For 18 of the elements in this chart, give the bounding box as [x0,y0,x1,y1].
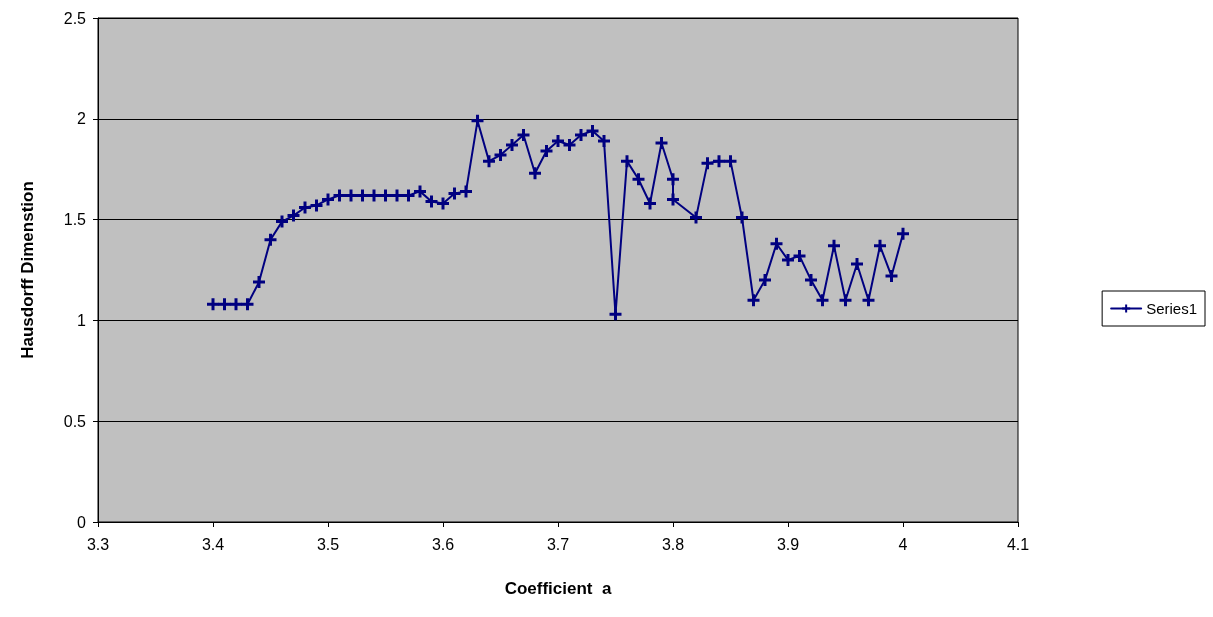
y-tick-label: 0.5 [63,412,87,430]
x-tick-label: 3.6 [431,535,455,553]
y-tick-label: 2.5 [63,9,87,27]
y-axis-title: Hausdorff Dimenstion [18,181,37,359]
x-tick-label: 3.3 [86,535,110,553]
y-tick-label: 1.5 [63,211,87,229]
y-tick-label: 1 [77,311,87,329]
legend-label: Series1 [1146,300,1197,317]
y-tick-label: 2 [77,110,87,128]
y-tick-label: 0 [77,513,87,531]
x-tick-label: 3.9 [776,535,800,553]
x-tick-label: 3.4 [201,535,225,553]
x-tick-label: 3.5 [316,535,340,553]
x-tick-label: 4.1 [1006,535,1030,553]
x-tick-label: 3.8 [661,535,685,553]
x-tick-label: 3.7 [546,535,570,553]
x-tick-label: 4 [898,535,908,553]
x-axis-title: Coefficient a [504,579,612,598]
